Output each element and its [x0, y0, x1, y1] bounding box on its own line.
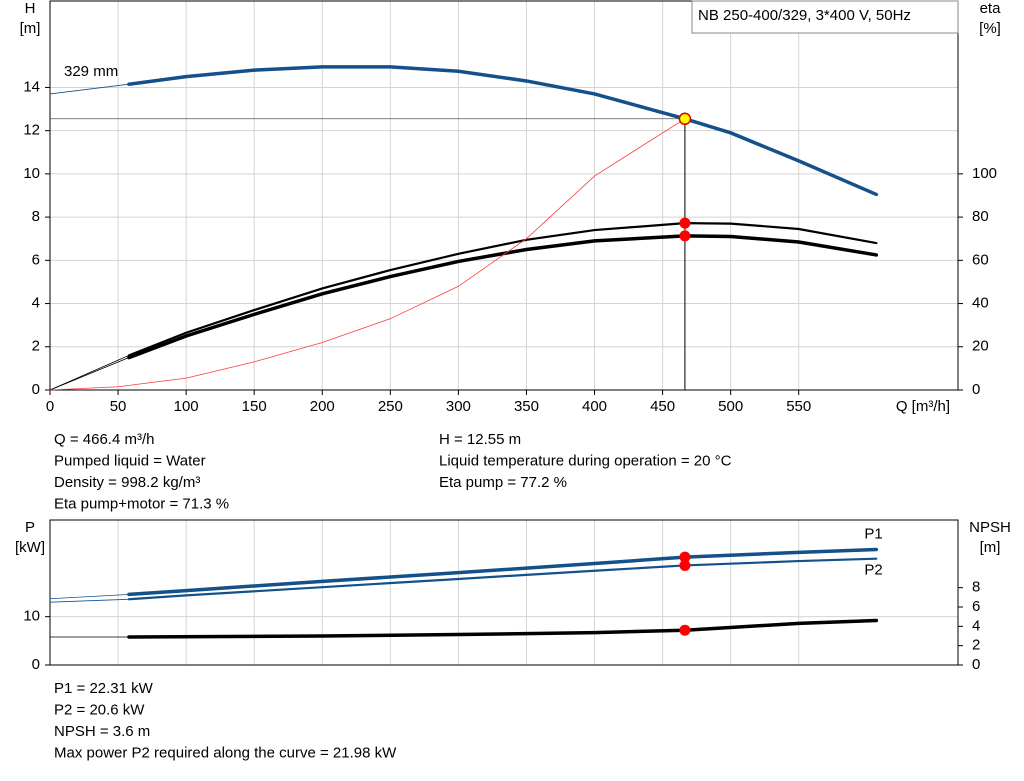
curve — [127, 65, 879, 197]
y-tick-label: 10 — [23, 608, 40, 625]
y-tick-label: 2 — [32, 338, 40, 355]
y2-tick-label: 4 — [972, 617, 980, 634]
y2-tick-label: 80 — [972, 208, 989, 225]
y2-axis-label: [%] — [979, 20, 1001, 37]
curve-lead — [49, 598, 130, 603]
curve-label: P1 — [864, 525, 882, 542]
x-tick-label: 450 — [650, 398, 675, 415]
y-tick-label: 0 — [32, 656, 40, 673]
info-text: P2 = 20.6 kW — [54, 701, 145, 718]
y-axis-label: [m] — [20, 20, 41, 37]
y2-tick-label: 0 — [972, 381, 980, 398]
curve-label: 329 mm — [64, 63, 118, 80]
y-axis-label: H — [25, 0, 36, 17]
x-tick-label: 150 — [242, 398, 267, 415]
y-axis-label: P — [25, 519, 35, 536]
x-tick-label: 100 — [174, 398, 199, 415]
curve — [49, 118, 686, 391]
y-tick-label: 14 — [23, 78, 40, 95]
x-tick-label: 400 — [582, 398, 607, 415]
point-marker — [679, 624, 691, 636]
y2-tick-label: 60 — [972, 251, 989, 268]
curve — [127, 222, 878, 357]
x-tick-label: 50 — [110, 398, 127, 415]
y-axis-label: [kW] — [15, 539, 45, 556]
chart-title: NB 250-400/329, 3*400 V, 50Hz — [698, 7, 911, 24]
point-marker — [679, 230, 691, 242]
y2-axis-label: eta — [980, 0, 1002, 17]
y2-tick-label: 0 — [972, 656, 980, 673]
curve-lead — [49, 83, 130, 95]
x-tick-label: 0 — [46, 398, 54, 415]
curve-lead — [49, 357, 130, 391]
point-marker — [679, 217, 691, 229]
info-text: Q = 466.4 m³/h — [54, 431, 154, 448]
point-marker — [678, 112, 692, 126]
y-tick-label: 10 — [23, 165, 40, 182]
curve-lead — [49, 594, 130, 600]
y-tick-label: 12 — [23, 122, 40, 139]
y-tick-label: 6 — [32, 251, 40, 268]
x-tick-label: 200 — [310, 398, 335, 415]
info-text: Density = 998.2 kg/m³ — [54, 474, 200, 491]
curve — [127, 618, 879, 639]
x-tick-label: 500 — [718, 398, 743, 415]
y2-axis-label: [m] — [980, 539, 1001, 556]
point-marker — [679, 559, 691, 571]
info-text: Eta pump+motor = 71.3 % — [54, 495, 229, 512]
x-axis-label: Q [m³/h] — [896, 398, 950, 415]
y2-tick-label: 8 — [972, 579, 980, 596]
curve — [127, 234, 879, 360]
y2-tick-label: 6 — [972, 598, 980, 615]
y-tick-label: 0 — [32, 381, 40, 398]
y2-axis-label: NPSH — [969, 519, 1011, 536]
info-text: Max power P2 required along the curve = … — [54, 744, 397, 761]
x-tick-label: 300 — [446, 398, 471, 415]
x-tick-label: 350 — [514, 398, 539, 415]
curve — [127, 557, 878, 601]
info-text: H = 12.55 m — [439, 431, 521, 448]
title-box — [691, 0, 959, 34]
y2-tick-label: 2 — [972, 637, 980, 654]
y2-tick-label: 100 — [972, 165, 997, 182]
curve — [127, 547, 879, 597]
x-tick-label: 250 — [378, 398, 403, 415]
y2-tick-label: 40 — [972, 295, 989, 312]
plot-frame — [49, 519, 959, 666]
info-text: Liquid temperature during operation = 20… — [439, 452, 732, 469]
info-text: P1 = 22.31 kW — [54, 680, 154, 697]
info-text: NPSH = 3.6 m — [54, 723, 150, 740]
point-marker — [679, 551, 691, 563]
curve-label: P2 — [864, 562, 882, 579]
info-text: Pumped liquid = Water — [54, 452, 206, 469]
y-tick-label: 8 — [32, 208, 40, 225]
plot-frame — [49, 0, 959, 391]
y2-tick-label: 20 — [972, 338, 989, 355]
info-text: Eta pump = 77.2 % — [439, 474, 567, 491]
y-tick-label: 4 — [32, 295, 40, 312]
x-tick-label: 550 — [786, 398, 811, 415]
